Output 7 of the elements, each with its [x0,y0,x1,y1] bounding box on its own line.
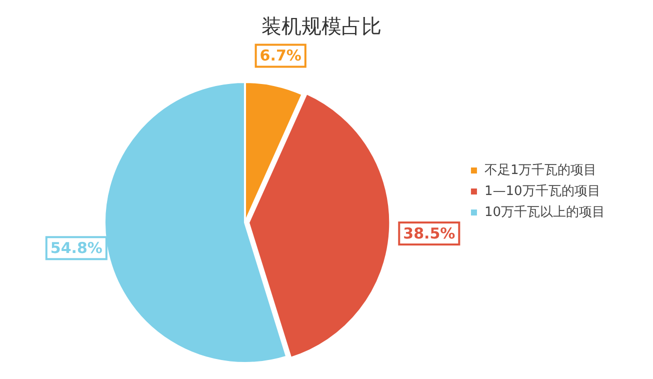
chart-title: 装机规模占比 [262,14,382,38]
legend-label: 10万千瓦以上的项目 [484,204,606,220]
data-label: 6.7% [260,46,302,65]
data-label: 38.5% [403,224,456,242]
legend-label: 1—10万千瓦的项目 [484,184,600,199]
legend-label: 不足1万千瓦的项目 [484,162,597,178]
data-label: 54.8% [50,239,102,258]
